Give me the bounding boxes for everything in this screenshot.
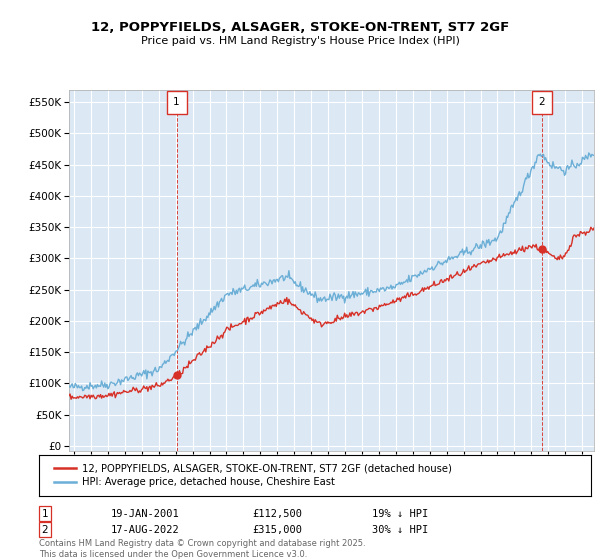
Text: 2: 2 bbox=[539, 97, 545, 108]
Text: 1: 1 bbox=[173, 97, 180, 108]
Text: 17-AUG-2022: 17-AUG-2022 bbox=[111, 525, 180, 535]
FancyBboxPatch shape bbox=[167, 91, 187, 114]
Text: £112,500: £112,500 bbox=[252, 508, 302, 519]
Text: Contains HM Land Registry data © Crown copyright and database right 2025.
This d: Contains HM Land Registry data © Crown c… bbox=[39, 539, 365, 559]
FancyBboxPatch shape bbox=[532, 91, 552, 114]
Legend: 12, POPPYFIELDS, ALSAGER, STOKE-ON-TRENT, ST7 2GF (detached house), HPI: Average: 12, POPPYFIELDS, ALSAGER, STOKE-ON-TRENT… bbox=[50, 459, 455, 492]
Text: 19-JAN-2001: 19-JAN-2001 bbox=[111, 508, 180, 519]
Text: 19% ↓ HPI: 19% ↓ HPI bbox=[372, 508, 428, 519]
Text: 1: 1 bbox=[41, 508, 49, 519]
Text: Price paid vs. HM Land Registry's House Price Index (HPI): Price paid vs. HM Land Registry's House … bbox=[140, 36, 460, 46]
Text: 2: 2 bbox=[41, 525, 49, 535]
Text: 12, POPPYFIELDS, ALSAGER, STOKE-ON-TRENT, ST7 2GF: 12, POPPYFIELDS, ALSAGER, STOKE-ON-TRENT… bbox=[91, 21, 509, 34]
Text: 30% ↓ HPI: 30% ↓ HPI bbox=[372, 525, 428, 535]
Text: £315,000: £315,000 bbox=[252, 525, 302, 535]
